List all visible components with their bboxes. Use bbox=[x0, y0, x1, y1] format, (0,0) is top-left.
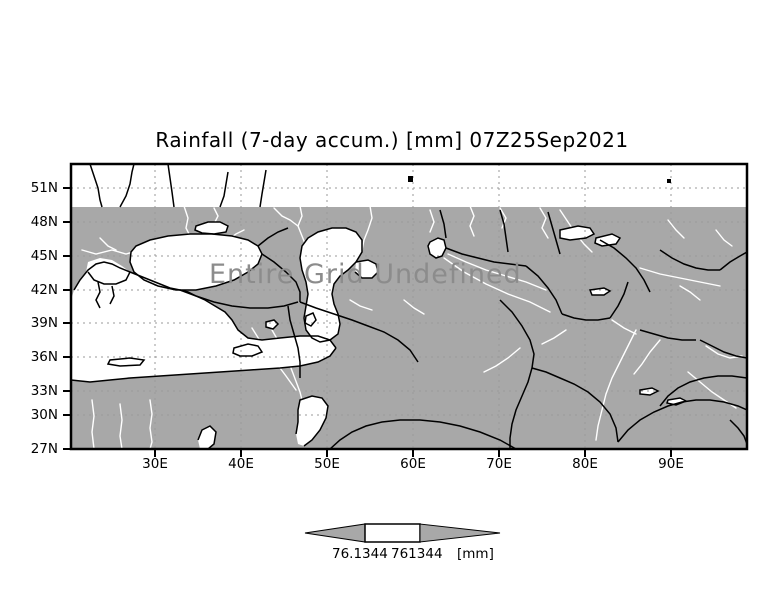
y-axis-label-30N: 30N bbox=[30, 407, 58, 423]
water-polygons bbox=[71, 222, 686, 449]
x-axis-label-50E: 50E bbox=[314, 456, 340, 472]
colorbar-extend-high[interactable] bbox=[419, 523, 501, 543]
colorbar-tick-high: 761344 bbox=[391, 546, 443, 562]
y-axis-label-51N: 51N bbox=[30, 180, 58, 196]
axis-ticks bbox=[63, 187, 672, 457]
y-axis-label-33N: 33N bbox=[30, 383, 58, 399]
colorbar-extend-low[interactable] bbox=[304, 523, 366, 543]
colorbar[interactable] bbox=[304, 523, 501, 543]
colorbar-tick-low: 76.1344 bbox=[332, 546, 388, 562]
plot-border bbox=[69, 162, 749, 451]
figure-title: Rainfall (7-day accum.) [mm] 07Z25Sep202… bbox=[155, 128, 629, 152]
x-axis-label-90E: 90E bbox=[658, 456, 684, 472]
y-axis-label-48N: 48N bbox=[30, 214, 58, 230]
y-axis-label-39N: 39N bbox=[30, 315, 58, 331]
y-axis-label-36N: 36N bbox=[30, 349, 58, 365]
colorbar-units: [mm] bbox=[457, 546, 494, 562]
river-network bbox=[81, 205, 743, 449]
x-axis-label-40E: 40E bbox=[228, 456, 254, 472]
map-gridlines bbox=[71, 164, 747, 449]
grid-marker bbox=[408, 176, 413, 182]
x-axis-label-70E: 70E bbox=[486, 456, 512, 472]
grid-marker-2 bbox=[667, 179, 671, 183]
y-axis-label-27N: 27N bbox=[30, 441, 58, 457]
y-axis-label-45N: 45N bbox=[30, 248, 58, 264]
coastlines-and-borders bbox=[71, 164, 747, 449]
x-axis-label-80E: 80E bbox=[572, 456, 598, 472]
x-axis-label-30E: 30E bbox=[142, 456, 168, 472]
x-axis-label-60E: 60E bbox=[400, 456, 426, 472]
colorbar-swatch-mid[interactable] bbox=[364, 523, 421, 543]
y-axis-label-42N: 42N bbox=[30, 282, 58, 298]
undefined-grid-overlay: Entire Grid Undefined bbox=[209, 259, 522, 290]
northern-undefined-band bbox=[71, 164, 747, 207]
